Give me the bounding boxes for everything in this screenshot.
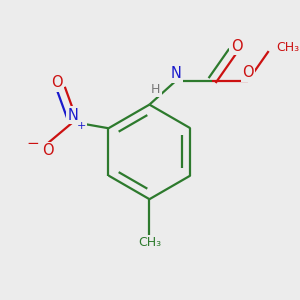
Text: O: O	[51, 75, 63, 90]
Text: O: O	[231, 39, 242, 54]
Text: O: O	[43, 143, 54, 158]
Text: −: −	[26, 136, 39, 151]
Text: CH₃: CH₃	[276, 41, 299, 54]
Text: O: O	[242, 65, 254, 80]
Text: CH₃: CH₃	[138, 236, 161, 249]
Text: H: H	[151, 82, 160, 95]
Text: +: +	[77, 121, 86, 131]
Text: N: N	[171, 66, 182, 81]
Text: N: N	[68, 108, 79, 123]
